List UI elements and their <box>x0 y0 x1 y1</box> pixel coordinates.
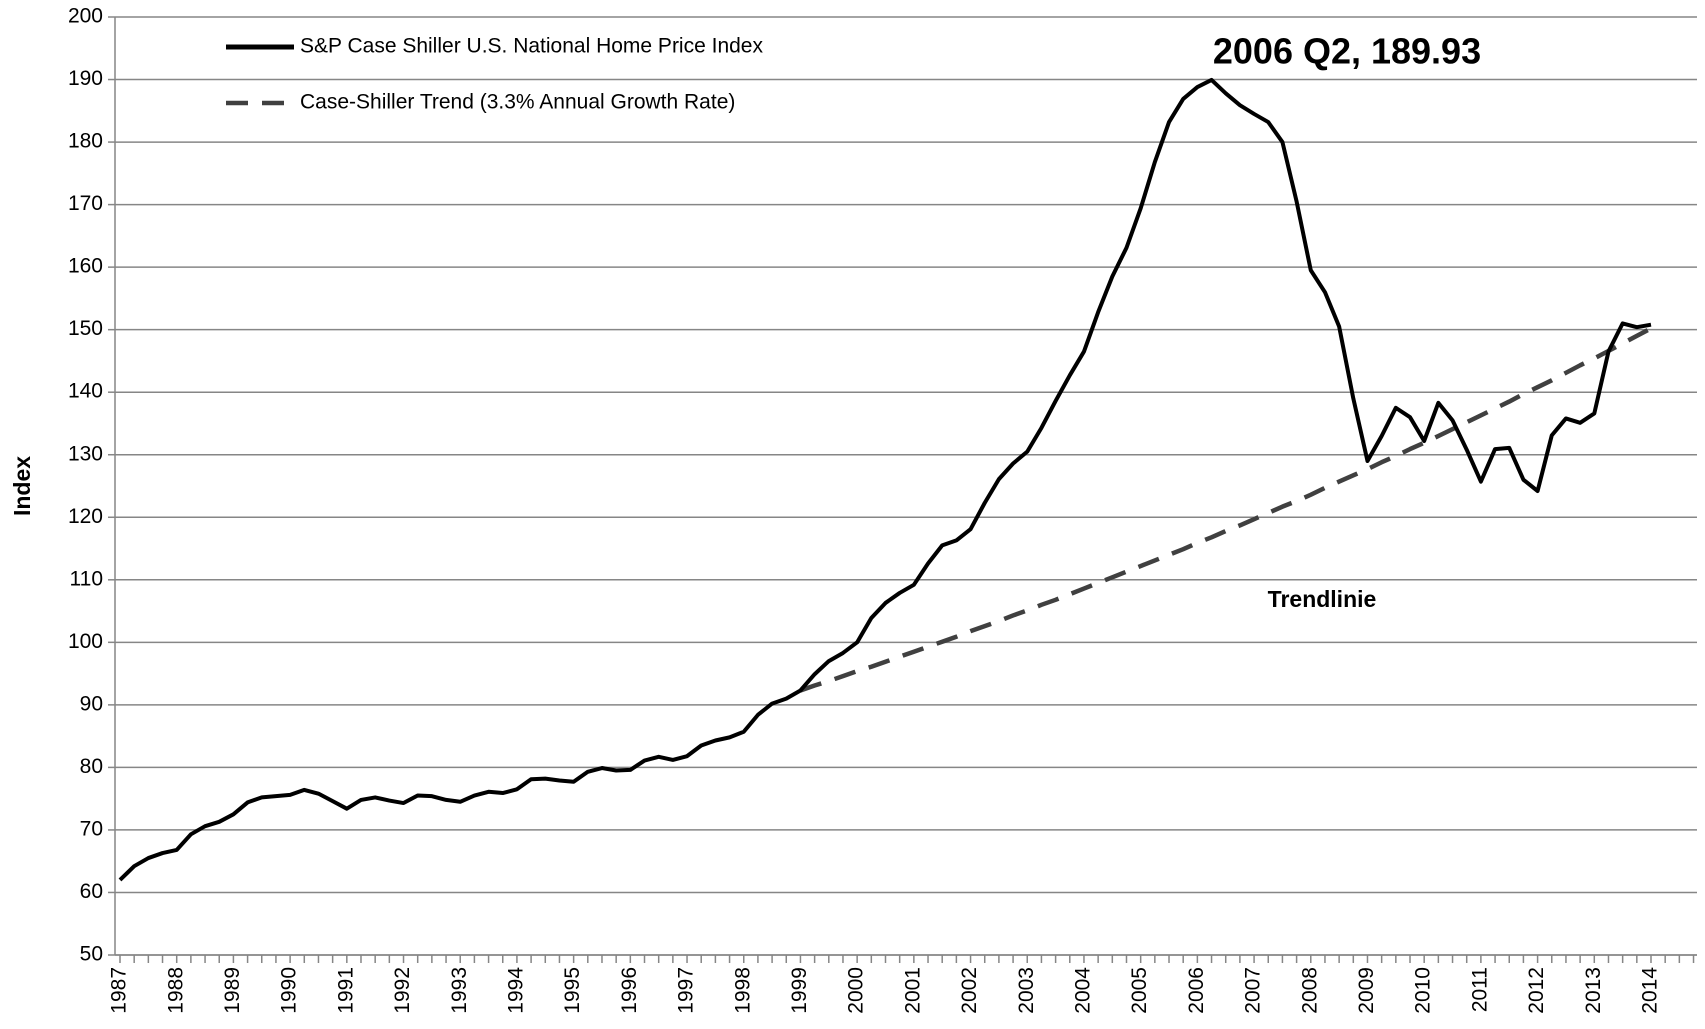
y-tick-label: 170 <box>68 192 103 215</box>
x-tick-label: 2008 <box>1298 967 1321 1014</box>
legend-label: Case-Shiller Trend (3.3% Annual Growth R… <box>300 91 735 114</box>
x-tick-label: 2004 <box>1072 967 1095 1014</box>
y-tick-label: 120 <box>68 505 103 528</box>
annotation: Trendlinie <box>1268 586 1377 612</box>
x-tick-label: 2002 <box>958 967 981 1014</box>
x-tick-label: 1993 <box>448 967 471 1014</box>
series-line <box>799 326 1653 693</box>
x-tick-label: 2000 <box>845 967 868 1014</box>
x-tick-label: 2011 <box>1468 967 1491 1012</box>
y-tick-label: 190 <box>68 67 103 90</box>
y-tick-label: 150 <box>68 317 103 340</box>
x-tick-label: 1996 <box>618 967 641 1014</box>
y-tick-label: 110 <box>70 567 103 590</box>
x-tick-label: 2003 <box>1015 967 1038 1014</box>
y-tick-label: 160 <box>68 255 103 278</box>
y-axis-label: Index <box>9 456 35 516</box>
y-tick-label: 140 <box>68 380 103 403</box>
y-tick-label: 60 <box>80 880 103 903</box>
x-tick-label: 1992 <box>391 967 414 1014</box>
x-tick-label: 2012 <box>1525 967 1548 1014</box>
x-tick-label: 2014 <box>1639 967 1662 1014</box>
series-line <box>118 77 1652 882</box>
x-tick-label: 1987 <box>108 967 131 1014</box>
y-tick-label: 130 <box>68 442 103 465</box>
x-tick-label: 1994 <box>504 967 527 1014</box>
x-tick-label: 2007 <box>1242 967 1265 1014</box>
x-tick-label: 2005 <box>1128 967 1151 1014</box>
y-tick-label: 200 <box>68 5 103 28</box>
x-tick-label: 2001 <box>901 967 924 1014</box>
x-tick-label: 1998 <box>731 967 754 1014</box>
x-tick-label: 1995 <box>561 967 584 1014</box>
x-tick-label: 2009 <box>1355 967 1378 1014</box>
x-tick-label: 1999 <box>788 967 811 1014</box>
y-tick-label: 70 <box>80 817 103 840</box>
y-tick-label: 80 <box>80 755 103 778</box>
y-tick-label: 90 <box>80 692 103 715</box>
x-tick-label: 1991 <box>334 967 357 1014</box>
legend-label: S&P Case Shiller U.S. National Home Pric… <box>300 35 763 58</box>
y-tick-label: 180 <box>68 130 103 153</box>
x-tick-label: 1990 <box>278 967 301 1014</box>
y-tick-label: 100 <box>68 630 103 653</box>
x-tick-label: 2006 <box>1185 967 1208 1014</box>
x-tick-label: 2010 <box>1412 967 1435 1014</box>
x-tick-label: 2013 <box>1582 967 1605 1014</box>
y-tick-label: 50 <box>80 943 103 966</box>
annotation: 2006 Q2, 189.93 <box>1213 31 1481 72</box>
x-tick-label: 1989 <box>221 967 244 1014</box>
x-tick-label: 1988 <box>164 967 187 1014</box>
x-tick-label: 1997 <box>675 967 698 1014</box>
